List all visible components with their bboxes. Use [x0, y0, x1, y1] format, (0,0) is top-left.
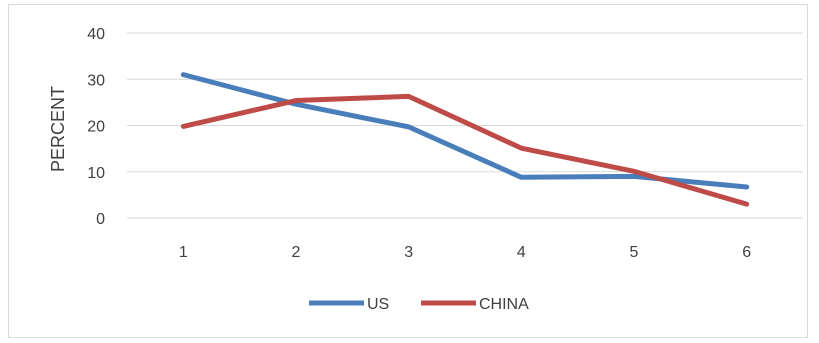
y-tick-label: 40 [87, 26, 105, 43]
legend-label-china: CHINA [479, 296, 529, 313]
y-tick-label: 10 [87, 165, 105, 182]
series-line-china [180, 93, 750, 207]
y-axis-label: PERCENT [48, 86, 68, 172]
gridlines [127, 32, 803, 219]
x-tick-labels: 1 2 3 4 5 6 [179, 244, 751, 261]
x-tick-label: 5 [630, 244, 639, 261]
x-tick-label: 6 [742, 244, 751, 261]
series-line-us [180, 72, 750, 190]
y-tick-label: 30 [87, 72, 105, 89]
x-tick-label: 4 [517, 244, 526, 261]
legend: US CHINA [309, 296, 529, 313]
x-tick-label: 1 [179, 244, 188, 261]
chart-frame: 0 10 20 30 40 1 2 3 4 5 6 PERCENT US CHINA [8, 4, 808, 338]
y-tick-labels: 0 10 20 30 40 [87, 26, 105, 228]
series-lines [180, 72, 750, 207]
y-tick-label: 20 [87, 119, 105, 136]
x-tick-label: 2 [292, 244, 301, 261]
y-tick-label: 0 [96, 211, 105, 228]
legend-label-us: US [367, 296, 389, 313]
line-chart: 0 10 20 30 40 1 2 3 4 5 6 PERCENT US CHINA [48, 26, 803, 313]
x-tick-label: 3 [404, 244, 413, 261]
